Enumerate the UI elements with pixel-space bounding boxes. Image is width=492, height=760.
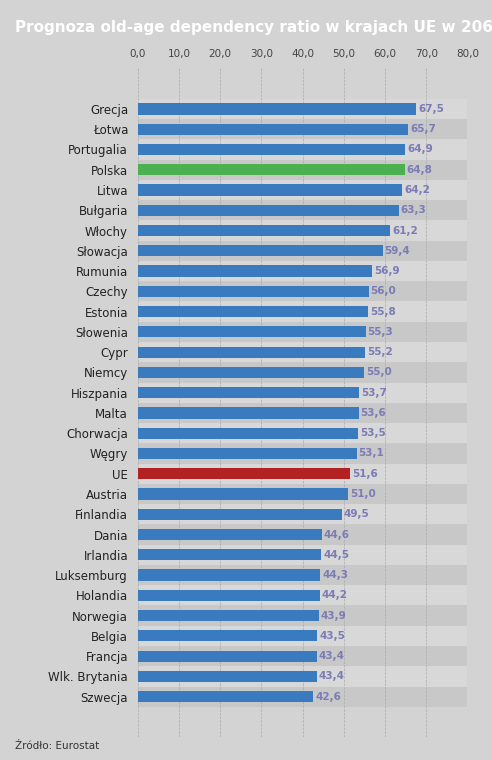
Text: 64,8: 64,8	[407, 165, 432, 175]
Bar	[138, 489, 348, 499]
Bar	[138, 610, 319, 621]
Bar	[138, 241, 467, 261]
Bar	[138, 185, 402, 195]
Bar	[138, 590, 320, 601]
Text: 67,5: 67,5	[418, 104, 444, 114]
Bar	[138, 651, 316, 662]
Bar	[138, 367, 365, 378]
Text: 51,0: 51,0	[350, 489, 376, 499]
Text: 49,5: 49,5	[344, 509, 369, 519]
Bar	[138, 99, 467, 119]
Bar	[138, 407, 359, 419]
Text: 53,1: 53,1	[359, 448, 384, 458]
Bar	[138, 302, 467, 321]
Bar	[138, 306, 368, 317]
Bar	[138, 569, 320, 581]
Bar	[138, 428, 358, 439]
Bar	[138, 342, 467, 363]
Text: 44,5: 44,5	[323, 549, 349, 560]
Bar	[138, 403, 467, 423]
Bar	[138, 160, 467, 180]
Text: 44,6: 44,6	[324, 530, 350, 540]
Text: 44,2: 44,2	[322, 591, 348, 600]
Bar	[138, 464, 467, 484]
Bar	[138, 671, 316, 682]
Bar	[138, 468, 350, 480]
Bar	[138, 225, 390, 236]
Bar	[138, 321, 467, 342]
Bar	[138, 504, 467, 524]
Bar	[138, 347, 365, 358]
Bar	[138, 164, 405, 176]
Bar	[138, 484, 467, 504]
Text: 64,9: 64,9	[407, 144, 433, 154]
Bar	[138, 200, 467, 220]
Text: 43,9: 43,9	[321, 610, 346, 621]
Bar	[138, 625, 467, 646]
Bar	[138, 286, 369, 297]
Text: 59,4: 59,4	[385, 245, 410, 256]
Bar	[138, 545, 467, 565]
Bar	[138, 124, 408, 135]
Bar	[138, 443, 467, 464]
Bar	[138, 382, 467, 403]
Text: 42,6: 42,6	[315, 692, 341, 701]
Bar	[138, 565, 467, 585]
Text: 65,7: 65,7	[410, 124, 436, 135]
Bar	[138, 180, 467, 200]
Bar	[138, 686, 467, 707]
Bar	[138, 606, 467, 625]
Text: 61,2: 61,2	[392, 226, 418, 236]
Bar	[138, 204, 399, 216]
Bar	[138, 363, 467, 382]
Text: Prognoza old-age dependency ratio w krajach UE w 2060: Prognoza old-age dependency ratio w kraj…	[15, 20, 492, 35]
Text: 55,0: 55,0	[367, 367, 392, 378]
Bar	[138, 144, 405, 155]
Bar	[138, 630, 317, 641]
Bar	[138, 103, 416, 115]
Text: 55,8: 55,8	[370, 306, 396, 317]
Bar	[138, 585, 467, 606]
Text: 56,0: 56,0	[370, 287, 397, 296]
Bar	[138, 220, 467, 241]
Text: 51,6: 51,6	[352, 469, 378, 479]
Text: 43,5: 43,5	[319, 631, 345, 641]
Bar	[138, 265, 372, 277]
Bar	[138, 691, 313, 702]
Bar	[138, 281, 467, 302]
Text: 63,3: 63,3	[400, 205, 427, 215]
Bar	[138, 423, 467, 443]
Text: 43,4: 43,4	[319, 671, 345, 682]
Bar	[138, 667, 467, 686]
Bar	[138, 387, 359, 398]
Bar	[138, 261, 467, 281]
Bar	[138, 508, 342, 520]
Bar	[138, 646, 467, 667]
Text: 55,2: 55,2	[367, 347, 393, 357]
Text: 53,6: 53,6	[361, 408, 386, 418]
Bar	[138, 245, 382, 256]
Text: 44,3: 44,3	[322, 570, 348, 580]
Bar	[138, 448, 357, 459]
Text: 53,5: 53,5	[360, 428, 386, 439]
Text: 56,9: 56,9	[374, 266, 400, 276]
Bar	[138, 549, 321, 560]
Bar	[138, 119, 467, 139]
Text: 64,2: 64,2	[404, 185, 430, 195]
Text: 55,3: 55,3	[368, 327, 394, 337]
Text: 43,4: 43,4	[319, 651, 345, 661]
Bar	[138, 529, 322, 540]
Bar	[138, 524, 467, 545]
Bar	[138, 326, 366, 337]
Text: 53,7: 53,7	[361, 388, 387, 397]
Text: Źródło: Eurostat: Źródło: Eurostat	[15, 741, 99, 751]
Bar	[138, 139, 467, 160]
